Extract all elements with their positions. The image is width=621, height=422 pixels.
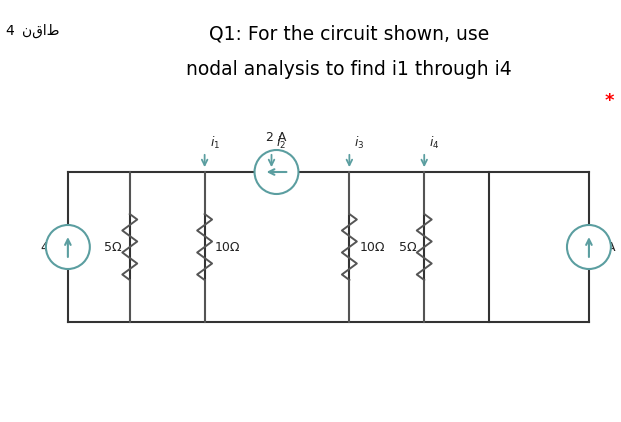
Text: Q1: For the circuit shown, use: Q1: For the circuit shown, use xyxy=(209,24,489,43)
Text: 10Ω: 10Ω xyxy=(215,241,240,254)
Text: 5Ω: 5Ω xyxy=(104,241,122,254)
Text: $i_2$: $i_2$ xyxy=(276,135,286,151)
Text: $i_1$: $i_1$ xyxy=(210,135,220,151)
Text: *: * xyxy=(604,92,614,110)
Text: 10Ω: 10Ω xyxy=(360,241,385,254)
Text: $i_3$: $i_3$ xyxy=(355,135,365,151)
Circle shape xyxy=(255,150,299,194)
Text: $i_4$: $i_4$ xyxy=(429,135,440,151)
Text: 2 A: 2 A xyxy=(266,131,287,144)
Text: نقاط: نقاط xyxy=(22,24,60,38)
Text: 5Ω: 5Ω xyxy=(399,241,416,254)
Text: 4: 4 xyxy=(5,24,14,38)
Text: 4 A: 4 A xyxy=(40,241,61,254)
Text: nodal analysis to find i1 through i4: nodal analysis to find i1 through i4 xyxy=(186,60,512,79)
Circle shape xyxy=(567,225,611,269)
Circle shape xyxy=(46,225,90,269)
Text: 5 A: 5 A xyxy=(595,241,615,254)
